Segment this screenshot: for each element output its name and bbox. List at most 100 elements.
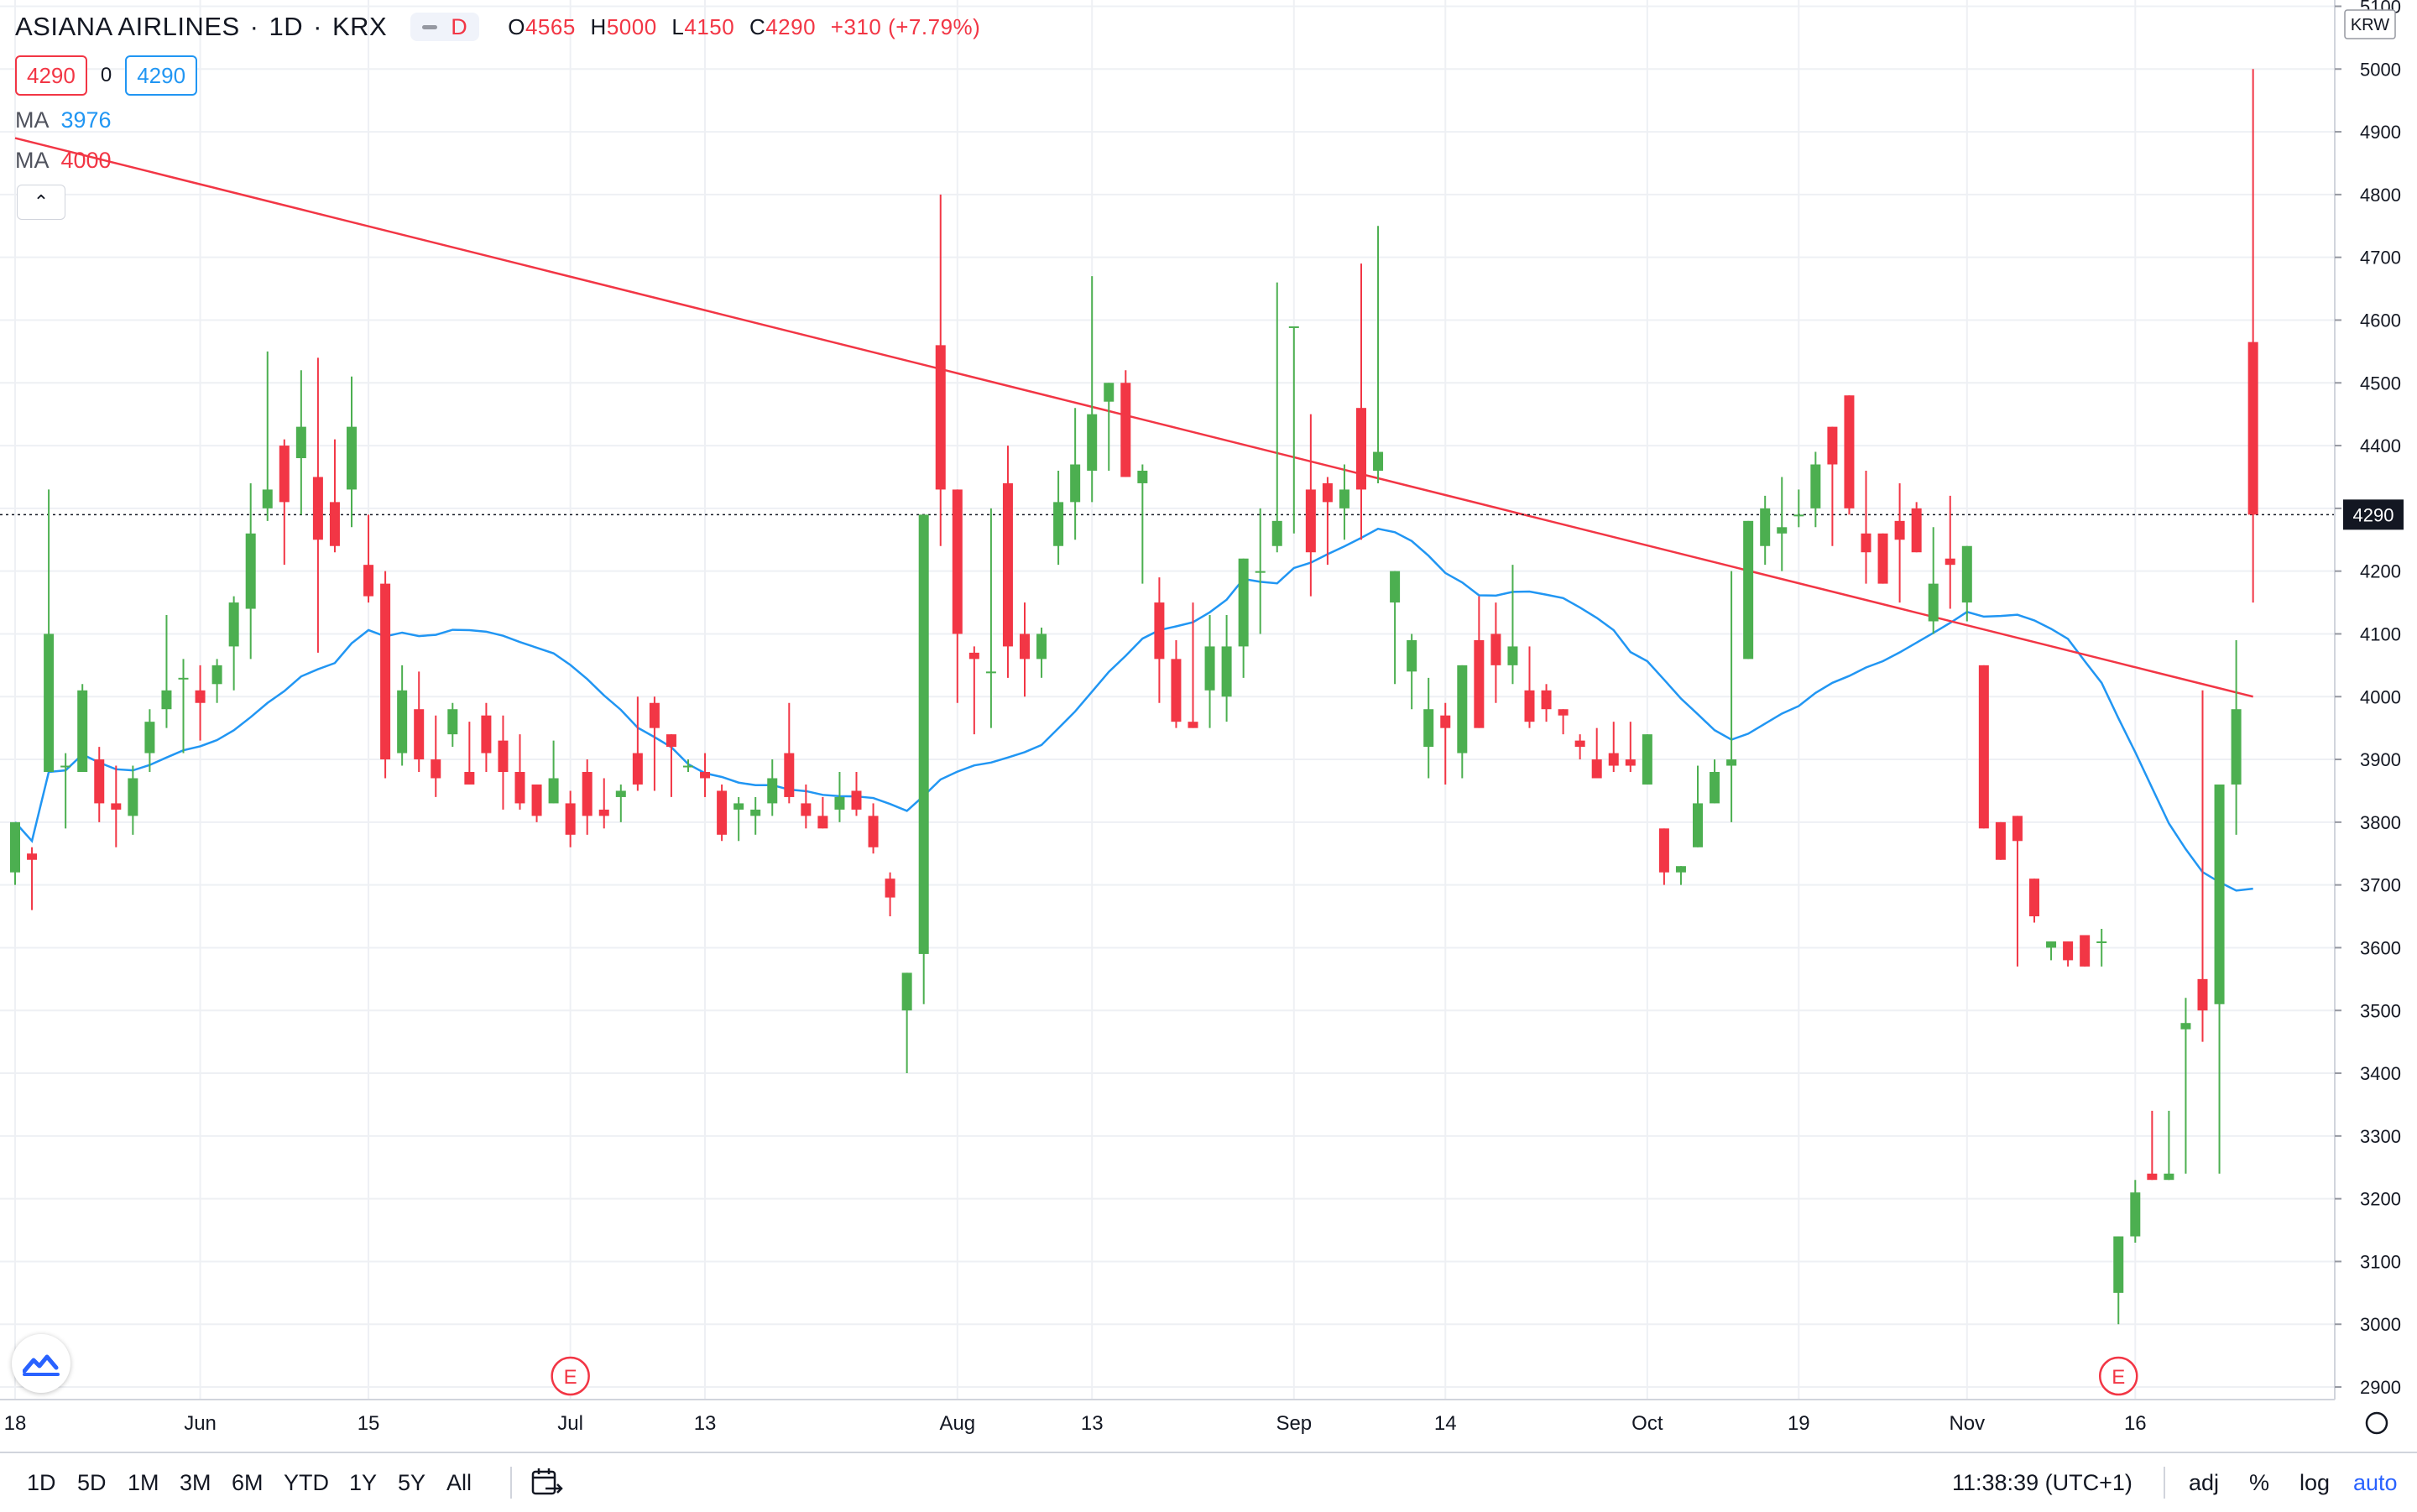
clock-timezone[interactable]: 11:38:39 (UTC+1) <box>1952 1470 2132 1495</box>
candle-body <box>1995 821 2006 860</box>
buy-price-box[interactable]: 4290 <box>125 55 198 96</box>
time-tick-label: Sep <box>1276 1412 1312 1435</box>
range-1d-button[interactable]: 1D <box>27 1470 56 1495</box>
ma-legend-1[interactable]: MA 3976 <box>15 107 112 133</box>
candle-body <box>935 345 946 490</box>
time-tick-label: 19 <box>1788 1412 1810 1435</box>
candle-body <box>27 853 38 860</box>
candle-body <box>649 702 660 728</box>
time-axis[interactable]: 18 Jun 15 Jul 13 Aug 13 Sep 14 Oct 19 Nov 16 <box>0 1399 2388 1435</box>
price-tick-label: 3600 <box>2360 937 2401 958</box>
ma-label: MA <box>15 107 50 133</box>
range-all-button[interactable]: All <box>446 1470 472 1495</box>
percent-toggle[interactable]: % <box>2249 1470 2270 1495</box>
log-toggle[interactable]: log <box>2300 1470 2331 1495</box>
candle-body <box>10 821 20 873</box>
interval-label: 1D <box>269 12 304 41</box>
candle-body <box>481 715 492 753</box>
quote-boxes: 4290 0 4290 <box>15 55 198 96</box>
candle-body <box>1188 722 1198 728</box>
collapse-legend-button[interactable]: ⌃ <box>17 185 65 220</box>
earnings-marker-icon <box>551 1356 590 1396</box>
symbol-name: ASIANA AIRLINES <box>15 12 240 41</box>
candle-body <box>464 772 475 785</box>
candle-body <box>1070 464 1081 503</box>
ma-long-line <box>14 137 2253 698</box>
auto-toggle[interactable]: auto <box>2353 1470 2398 1495</box>
price-tick-label: 4200 <box>2360 561 2401 582</box>
data-badge[interactable]: D <box>410 13 480 41</box>
range-5d-button[interactable]: 5D <box>77 1470 107 1495</box>
candle-body <box>817 816 828 829</box>
candle-body <box>1625 759 1636 766</box>
candle-body <box>414 709 425 760</box>
candle-body <box>1710 772 1720 804</box>
range-5y-button[interactable]: 5Y <box>398 1470 426 1495</box>
currency-label: KRW <box>2351 16 2389 34</box>
candle-body <box>1524 690 1535 722</box>
time-tick-label: Jul <box>557 1412 583 1435</box>
time-tick-label: Nov <box>1949 1412 1985 1435</box>
candle-body <box>918 514 929 954</box>
candle-body <box>1238 558 1249 647</box>
candle-body <box>717 790 728 835</box>
range-1y-button[interactable]: 1Y <box>349 1470 378 1495</box>
candle-body <box>2247 342 2258 515</box>
candle-body <box>548 778 559 804</box>
candle-body <box>2231 709 2242 785</box>
candle-body <box>498 740 509 773</box>
candle-body <box>851 790 862 810</box>
candle-body <box>347 426 357 490</box>
candle-body <box>2012 816 2023 842</box>
time-tick-label: Jun <box>184 1412 217 1435</box>
candle-body <box>598 809 609 816</box>
price-tick-label: 4000 <box>2360 686 2401 707</box>
go-to-date-button[interactable] <box>530 1467 564 1503</box>
time-tick-label: 15 <box>358 1412 380 1435</box>
candle-body <box>111 803 122 810</box>
sell-price-box[interactable]: 4290 <box>15 55 87 96</box>
tradingview-logo[interactable] <box>12 1334 70 1393</box>
candle-body <box>2214 784 2225 1004</box>
candle-body <box>1490 633 1501 665</box>
candle-body <box>1036 633 1047 660</box>
candle-body <box>94 759 105 804</box>
range-1m-button[interactable]: 1M <box>128 1470 159 1495</box>
candle-body <box>1827 426 1838 465</box>
candle-body <box>1087 414 1098 471</box>
ma-value: 3976 <box>60 107 112 133</box>
price-axis[interactable]: 5100500049004800470046004500440043004200… <box>2334 0 2404 1400</box>
candle-body <box>1457 665 1468 753</box>
candle-body <box>1373 451 1384 471</box>
candle-body <box>1675 866 1686 873</box>
spread-value: 0 <box>100 64 112 86</box>
range-ytd-button[interactable]: YTD <box>284 1470 329 1495</box>
candle-body <box>1726 759 1737 766</box>
candle-body <box>1002 482 1013 647</box>
badge-letter: D <box>451 13 468 39</box>
candle-body <box>178 677 189 680</box>
candle-body <box>615 790 626 797</box>
ma-legend-2[interactable]: MA 4000 <box>15 148 112 174</box>
candle-body <box>1945 558 1955 566</box>
minus-icon <box>422 24 438 29</box>
symbol-header[interactable]: ASIANA AIRLINES · 1D · KRX D O4565 H5000… <box>15 12 980 42</box>
chevron-up-icon: ⌃ <box>33 191 50 212</box>
range-6m-button[interactable]: 6M <box>232 1470 264 1495</box>
candle-body <box>1810 464 1821 508</box>
candle-body <box>2164 1173 2174 1181</box>
candle-body <box>431 759 441 779</box>
candle-body <box>1322 482 1333 503</box>
candle-body <box>144 722 155 753</box>
candle-body <box>279 446 290 503</box>
range-3m-button[interactable]: 3M <box>180 1470 211 1495</box>
candle-body <box>397 690 408 753</box>
candle-body <box>312 477 323 540</box>
price-tick-label: 3400 <box>2360 1063 2401 1084</box>
candle-body <box>1474 639 1485 728</box>
candle-body <box>211 665 222 685</box>
candle-body <box>1171 659 1182 722</box>
candle-body <box>1760 508 1771 546</box>
adj-toggle[interactable]: adj <box>2189 1470 2220 1495</box>
